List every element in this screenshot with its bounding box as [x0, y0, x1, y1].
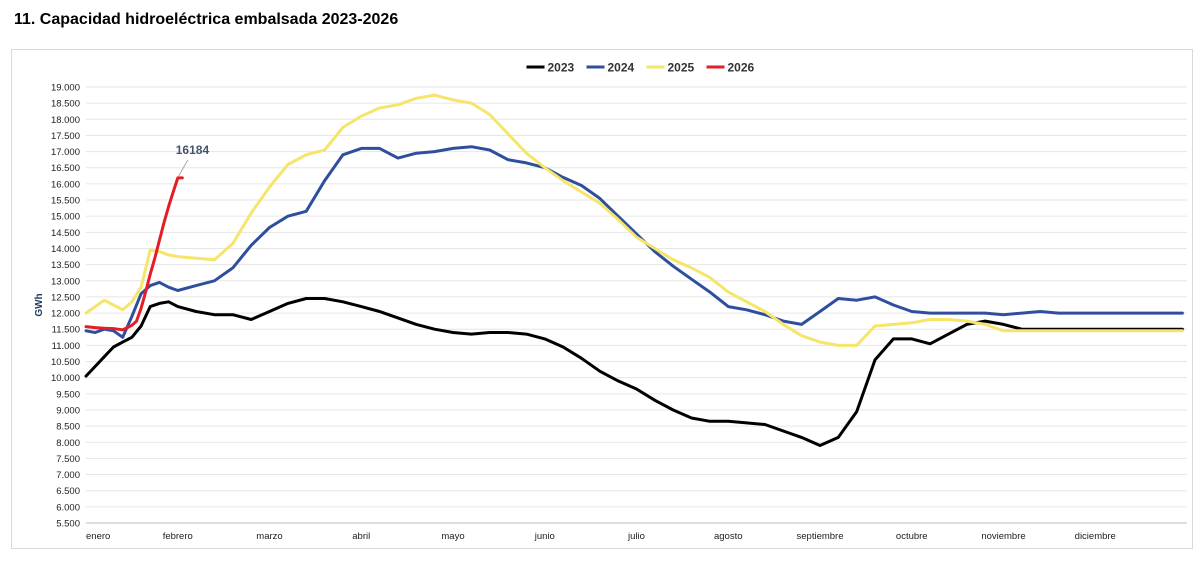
y-tick-label: 6.000: [56, 502, 80, 513]
page-title: 11. Capacidad hidroeléctrica embalsada 2…: [14, 11, 399, 28]
y-tick-label: 14.000: [51, 244, 80, 255]
x-tick-label: noviembre: [981, 531, 1025, 542]
y-tick-label: 13.500: [51, 260, 80, 271]
annotation-leader: [178, 159, 189, 177]
chart-frame: 5.500 6.000 6.500 7.000 7.500 8.000 8.500 9.000…: [11, 49, 1193, 549]
y-tick-label: 16.500: [51, 163, 80, 174]
x-tick-label: agosto: [714, 531, 743, 542]
y-tick-label: 13.000: [51, 276, 80, 287]
x-tick-label: febrero: [163, 531, 193, 542]
y-tick-label: 8.000: [56, 438, 80, 449]
y-tick-label: 15.500: [51, 196, 80, 207]
y-tick-label: 11.500: [52, 325, 80, 336]
series-line-2024: [84, 145, 1184, 339]
y-tick-label: 17.000: [51, 147, 80, 158]
x-tick-label: marzo: [256, 531, 282, 542]
y-tick-label: 10.500: [51, 357, 80, 368]
x-tick-label: abril: [352, 531, 370, 542]
y-tick-label: 8.500: [56, 422, 80, 433]
y-tick-label: 12.000: [51, 309, 80, 320]
y-tick-label: 15.000: [51, 212, 80, 223]
legend-label-2026: 2026: [728, 61, 755, 75]
legend-label-2025: 2025: [668, 61, 695, 75]
x-tick-label: junio: [534, 531, 555, 542]
series-line-2023: [84, 297, 1184, 447]
y-tick-label: 10.000: [51, 373, 80, 384]
y-tick-label: 7.000: [56, 470, 80, 481]
y-tick-label: 17.500: [51, 131, 80, 142]
x-tick-label: septiembre: [797, 531, 844, 542]
series-line-2025: [84, 93, 1184, 347]
y-tick-label: 12.500: [51, 292, 80, 303]
x-tick-label: octubre: [896, 531, 928, 542]
y-tick-label: 7.500: [56, 454, 80, 465]
y-axis-label: GWh: [34, 293, 45, 316]
y-tick-label: 9.500: [56, 389, 80, 400]
y-tick-label: 9.000: [56, 405, 80, 416]
y-tick-label: 11.000: [52, 341, 80, 352]
y-tick-label: 19.000: [51, 83, 80, 94]
y-tick-label: 14.500: [51, 228, 80, 239]
y-tick-label: 5.500: [56, 519, 80, 530]
y-tick-label: 16.000: [51, 179, 80, 190]
x-tick-label: julio: [627, 531, 645, 542]
y-tick-label: 18.000: [51, 115, 80, 126]
reservoir-capacity-line-chart: 5.500 6.000 6.500 7.000 7.500 8.000 8.500 9.000…: [34, 61, 1187, 542]
series-line-2026: [84, 176, 184, 332]
y-tick-label: 6.500: [56, 486, 80, 497]
legend-label-2023: 2023: [548, 61, 575, 75]
x-tick-label: mayo: [441, 531, 464, 542]
y-tick-label: 18.500: [51, 99, 80, 110]
legend-label-2024: 2024: [608, 61, 635, 75]
annotation-label: 16184: [176, 143, 210, 157]
x-tick-label: enero: [86, 531, 110, 542]
x-tick-label: diciembre: [1075, 531, 1116, 542]
